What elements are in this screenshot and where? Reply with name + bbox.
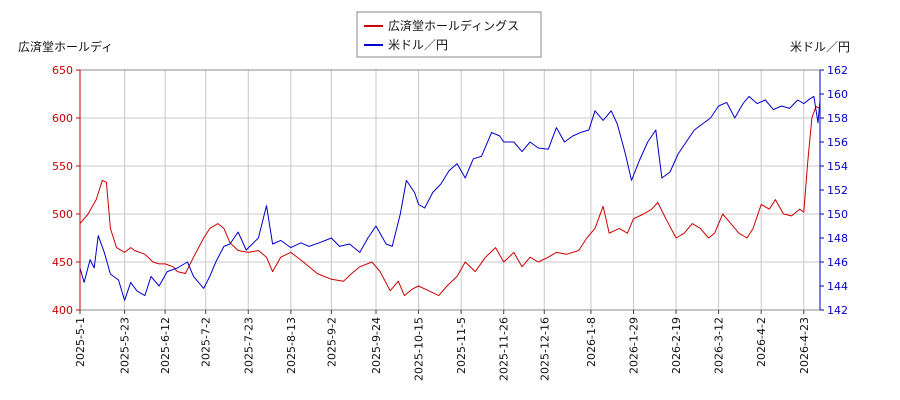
- x-tick-label: 2026-3-12: [713, 317, 726, 374]
- grid: [79, 69, 820, 311]
- x-tick-label: 2025-7-23: [242, 317, 255, 374]
- right-tick-label: 152: [827, 184, 848, 197]
- x-tick-label: 2025-11-5: [455, 317, 468, 374]
- x-tick-label: 2026-4-23: [798, 317, 811, 374]
- right-tick-label: 146: [827, 256, 848, 269]
- x-tick-label: 2025-12-16: [538, 317, 551, 381]
- left-tick-label: 550: [52, 160, 73, 173]
- series-line-usdjpy: [79, 95, 821, 301]
- x-tick-label: 2025-6-12: [159, 317, 172, 374]
- right-tick-label: 156: [827, 136, 848, 149]
- right-tick-label: 142: [827, 304, 848, 317]
- left-tick-label: 650: [52, 64, 73, 77]
- right-tick-label: 158: [827, 112, 848, 125]
- left-axis-title: 広済堂ホールディ: [18, 39, 113, 54]
- right-axis: 142 144 146 148 150 152 154 156 158 160 162: [819, 64, 848, 317]
- x-tick-label: 2025-10-15: [413, 317, 426, 381]
- left-tick-label: 450: [52, 256, 73, 269]
- right-tick-label: 160: [827, 88, 848, 101]
- left-tick-label: 500: [52, 208, 73, 221]
- right-tick-label: 144: [827, 280, 848, 293]
- legend-label-usdjpy: 米ドル／円: [388, 38, 448, 52]
- right-tick-label: 154: [827, 160, 848, 173]
- x-axis: 2025-5-1 2025-5-23 2025-6-12 2025-7-2 2025-7…: [74, 310, 811, 381]
- right-axis-title: 米ドル／円: [790, 40, 850, 54]
- x-tick-label: 2026-2-19: [670, 317, 683, 374]
- left-tick-label: 600: [52, 112, 73, 125]
- series-line-stock: [79, 106, 821, 297]
- x-tick-label: 2026-4-2: [755, 317, 768, 367]
- legend-label-stock: 広済堂ホールディングス: [388, 18, 519, 33]
- right-tick-label: 150: [827, 208, 848, 221]
- x-tick-label: 2025-9-24: [370, 317, 383, 374]
- x-tick-label: 2025-5-1: [74, 317, 87, 367]
- left-tick-label: 400: [52, 304, 73, 317]
- right-tick-label: 162: [827, 64, 848, 77]
- x-tick-label: 2026-1-8: [585, 317, 598, 367]
- legend-box: [356, 11, 542, 58]
- x-tick-label: 2025-9-2: [325, 317, 338, 367]
- x-tick-label: 2025-7-2: [200, 317, 213, 367]
- series-layer: [79, 95, 821, 301]
- x-tick-label: 2025-5-23: [119, 317, 132, 374]
- right-tick-label: 148: [827, 232, 848, 245]
- x-tick-label: 2025-8-13: [285, 317, 298, 374]
- x-tick-label: 2025-11-26: [498, 317, 511, 381]
- legend: 広済堂ホールディングス 米ドル／円: [356, 11, 542, 58]
- x-tick-label: 2026-1-29: [627, 317, 640, 374]
- left-axis: 400 450 500 550 600 650: [52, 64, 81, 317]
